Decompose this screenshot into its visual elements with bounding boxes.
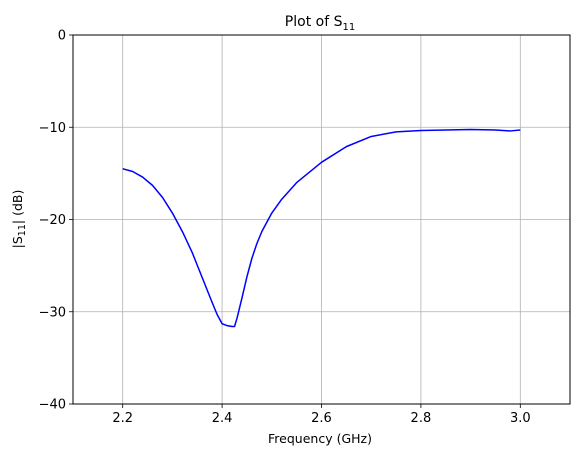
y-axis-label-subscript: 11 [17,224,28,236]
y-axis-label-suffix: | (dB) [10,190,25,224]
chart-title-main: Plot of S [285,14,343,30]
y-tick-label: −40 [39,398,66,413]
x-ticks: 2.2 2.4 2.6 2.8 3.0 [112,404,530,426]
y-axis-label-prefix: |S [10,236,25,248]
chart-title: Plot of S11 [285,14,355,33]
grid [73,35,570,404]
y-tick-label: −10 [39,121,66,136]
x-tick-label: 3.0 [510,411,531,426]
y-tick-label: −30 [39,305,66,320]
x-axis-label: Frequency (GHz) [268,431,372,446]
y-tick-label: −20 [39,213,66,228]
y-tick-label: 0 [58,29,66,44]
x-tick-label: 2.4 [212,411,233,426]
x-tick-label: 2.2 [112,411,133,426]
y-axis-label: |S11| (dB) [10,190,28,249]
chart-title-subscript: 11 [342,22,355,33]
y-ticks: −40 −30 −20 −10 0 [39,29,73,413]
x-tick-label: 2.8 [411,411,432,426]
x-tick-label: 2.6 [311,411,332,426]
